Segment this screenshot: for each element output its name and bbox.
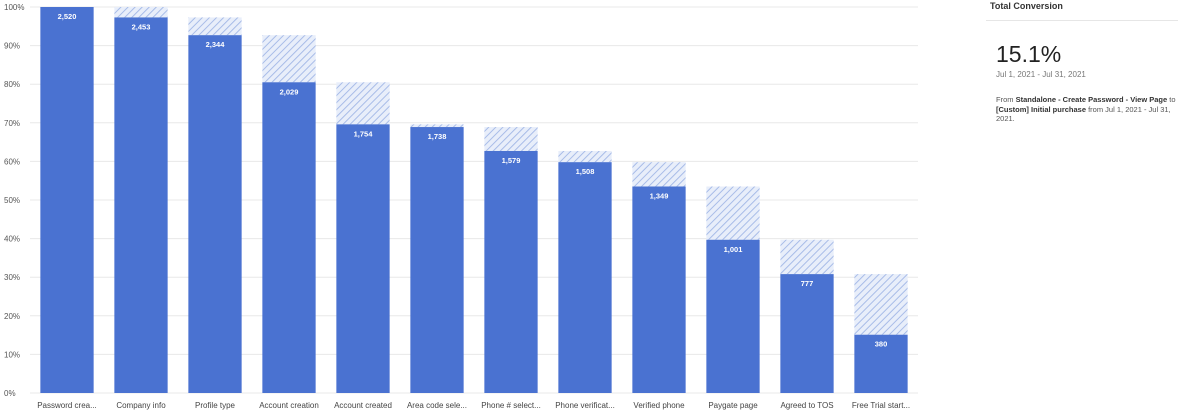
dropoff-bar xyxy=(854,274,908,335)
x-tick-label: Paygate page xyxy=(708,401,758,410)
x-tick-label: Phone # select... xyxy=(481,401,541,410)
y-tick-label: 50% xyxy=(4,196,20,205)
funnel-chart-svg: 0%10%20%30%40%50%60%70%80%90%100% 2,5202… xyxy=(4,3,918,410)
x-tick-label: Account created xyxy=(334,401,392,410)
x-tick-label: Agreed to TOS xyxy=(780,401,833,410)
bar-value-label: 1,508 xyxy=(576,167,595,176)
x-tick-label: Verified phone xyxy=(633,401,685,410)
dropoff-bar xyxy=(336,82,390,125)
x-axis: Password crea... Company info Profile type… xyxy=(37,401,910,410)
y-tick-label: 100% xyxy=(4,3,24,12)
date-range: Jul 1, 2021 - Jul 31, 2021 xyxy=(996,70,1086,79)
dropoff-bar xyxy=(706,186,760,240)
dropoff-bar xyxy=(558,150,612,163)
conversion-bar xyxy=(188,35,242,393)
x-tick-label: Phone verificat... xyxy=(555,401,615,410)
dropoff-bar xyxy=(410,124,464,128)
conversion-description: From Standalone - Create Password - View… xyxy=(996,95,1178,131)
conversion-bar xyxy=(262,82,316,394)
conversion-bar xyxy=(558,162,612,393)
panel-title: Total Conversion xyxy=(990,1,1063,11)
x-tick-label: Free Trial start... xyxy=(852,401,910,410)
y-tick-label: 20% xyxy=(4,312,20,321)
y-tick-label: 30% xyxy=(4,273,20,282)
bar-value-label: 1,001 xyxy=(724,245,743,254)
dropoff-bar xyxy=(780,239,834,275)
bar-value-label: 777 xyxy=(801,279,814,288)
x-tick-label: Password crea... xyxy=(37,401,97,410)
conversion-bar xyxy=(632,186,686,393)
y-tick-label: 70% xyxy=(4,119,20,128)
y-tick-label: 40% xyxy=(4,235,20,244)
y-tick-label: 80% xyxy=(4,80,20,89)
desc-prefix: From xyxy=(996,95,1016,104)
x-tick-label: Area code sele... xyxy=(407,401,467,410)
x-tick-label: Profile type xyxy=(195,401,236,410)
desc-from-step: Standalone - Create Password - View Page xyxy=(1015,95,1168,104)
bar-value-label: 1,579 xyxy=(502,156,521,165)
total-conversion-panel: Total Conversion 15.1% Jul 1, 2021 - Jul… xyxy=(986,0,1178,417)
bar-value-label: 380 xyxy=(875,340,888,349)
conversion-bar xyxy=(410,127,464,394)
desc-suffix: from Jul 1, 2021 - Jul 31, 2021. xyxy=(996,104,1171,124)
x-tick-label: Company info xyxy=(116,401,166,410)
conversion-bar xyxy=(706,239,760,393)
total-conversion-value: 15.1% xyxy=(996,41,1062,67)
dropoff-bar xyxy=(188,17,242,36)
y-tick-label: 90% xyxy=(4,42,20,51)
bar-value-label: 1,349 xyxy=(650,191,669,200)
dropoff-bar xyxy=(262,35,316,83)
funnel-chart: 0% 10% 20% 30% 40% 50% 60% 70% 80% 90% 100% 2,520 2… xyxy=(4,3,918,410)
y-tick-label: 10% xyxy=(4,350,20,359)
panel-divider xyxy=(986,20,1178,21)
bar-value-label: 2,029 xyxy=(280,87,299,96)
x-tick-label: Account creation xyxy=(259,401,319,410)
dropoff-bar xyxy=(484,127,538,151)
bar-value-label: 2,344 xyxy=(206,40,226,49)
grid-lines xyxy=(30,6,918,394)
conversion-bar xyxy=(114,17,168,394)
conversion-bar xyxy=(484,150,538,393)
y-tick-label: 60% xyxy=(4,157,20,166)
desc-to-step: [Custom] Initial purchase xyxy=(996,104,1087,114)
y-tick-label: 0% xyxy=(4,389,16,398)
conversion-bar xyxy=(854,334,908,393)
bar-value-label: 2,453 xyxy=(132,22,151,31)
bar-value-label: 1,754 xyxy=(354,129,374,138)
conversion-bar xyxy=(40,7,94,393)
dropoff-bar xyxy=(632,162,686,187)
dropoff-bar xyxy=(114,7,168,18)
bars: 2,520 2,453 2,344 2,029 1,754 1,738 1,579 1,508… xyxy=(40,7,908,394)
conversion-bar xyxy=(336,124,390,394)
y-axis: 0% 10% 20% 30% 40% 50% 60% 70% 80% 90% 100% xyxy=(4,3,24,398)
desc-to-word: to xyxy=(1167,95,1176,104)
conversion-bar xyxy=(780,274,834,393)
bar-value-label: 1,738 xyxy=(428,132,447,141)
bar-value-label: 2,520 xyxy=(58,12,77,21)
